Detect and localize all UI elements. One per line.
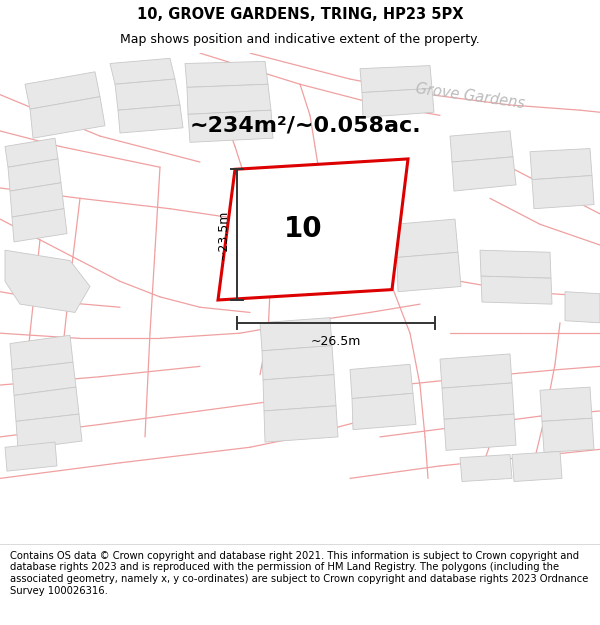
Polygon shape: [12, 209, 67, 242]
Polygon shape: [16, 414, 82, 449]
Polygon shape: [12, 362, 76, 396]
Polygon shape: [542, 418, 594, 452]
Text: Grove Gardens: Grove Gardens: [415, 82, 526, 112]
Text: Grove Gardens: Grove Gardens: [244, 188, 260, 282]
Text: Map shows position and indicative extent of the property.: Map shows position and indicative extent…: [120, 33, 480, 46]
Polygon shape: [5, 442, 57, 471]
Polygon shape: [352, 393, 416, 429]
Polygon shape: [115, 79, 180, 110]
Text: ~26.5m: ~26.5m: [311, 335, 361, 348]
Polygon shape: [540, 387, 592, 421]
Polygon shape: [532, 176, 594, 209]
Text: 10: 10: [284, 216, 323, 244]
Text: Contains OS data © Crown copyright and database right 2021. This information is : Contains OS data © Crown copyright and d…: [10, 551, 588, 596]
Text: ~234m²/~0.058ac.: ~234m²/~0.058ac.: [189, 116, 421, 136]
Polygon shape: [280, 204, 343, 240]
Polygon shape: [14, 387, 79, 421]
Polygon shape: [450, 131, 513, 162]
Text: 10, GROVE GARDENS, TRING, HP23 5PX: 10, GROVE GARDENS, TRING, HP23 5PX: [137, 8, 463, 22]
Polygon shape: [5, 138, 58, 168]
Polygon shape: [110, 58, 175, 84]
Polygon shape: [444, 414, 516, 451]
Polygon shape: [8, 159, 61, 191]
Polygon shape: [565, 292, 600, 322]
Polygon shape: [10, 182, 64, 217]
Polygon shape: [5, 250, 90, 312]
Polygon shape: [218, 159, 408, 300]
Polygon shape: [282, 234, 346, 274]
Polygon shape: [187, 84, 271, 114]
Text: ~23.5m: ~23.5m: [217, 209, 229, 260]
Polygon shape: [442, 383, 514, 419]
Polygon shape: [362, 88, 434, 118]
Polygon shape: [481, 276, 552, 304]
Polygon shape: [530, 149, 592, 179]
Polygon shape: [262, 346, 334, 380]
Polygon shape: [452, 157, 516, 191]
Polygon shape: [512, 451, 562, 481]
Polygon shape: [397, 253, 461, 292]
Polygon shape: [360, 66, 432, 92]
Polygon shape: [440, 354, 512, 388]
Polygon shape: [185, 61, 268, 88]
Polygon shape: [480, 250, 551, 278]
Polygon shape: [30, 97, 105, 138]
Polygon shape: [395, 219, 458, 258]
Polygon shape: [188, 110, 273, 142]
Polygon shape: [264, 406, 338, 442]
Polygon shape: [260, 318, 332, 351]
Polygon shape: [350, 364, 413, 399]
Polygon shape: [118, 105, 183, 133]
Polygon shape: [25, 72, 100, 109]
Polygon shape: [263, 374, 336, 411]
Polygon shape: [10, 335, 73, 369]
Polygon shape: [460, 454, 512, 481]
